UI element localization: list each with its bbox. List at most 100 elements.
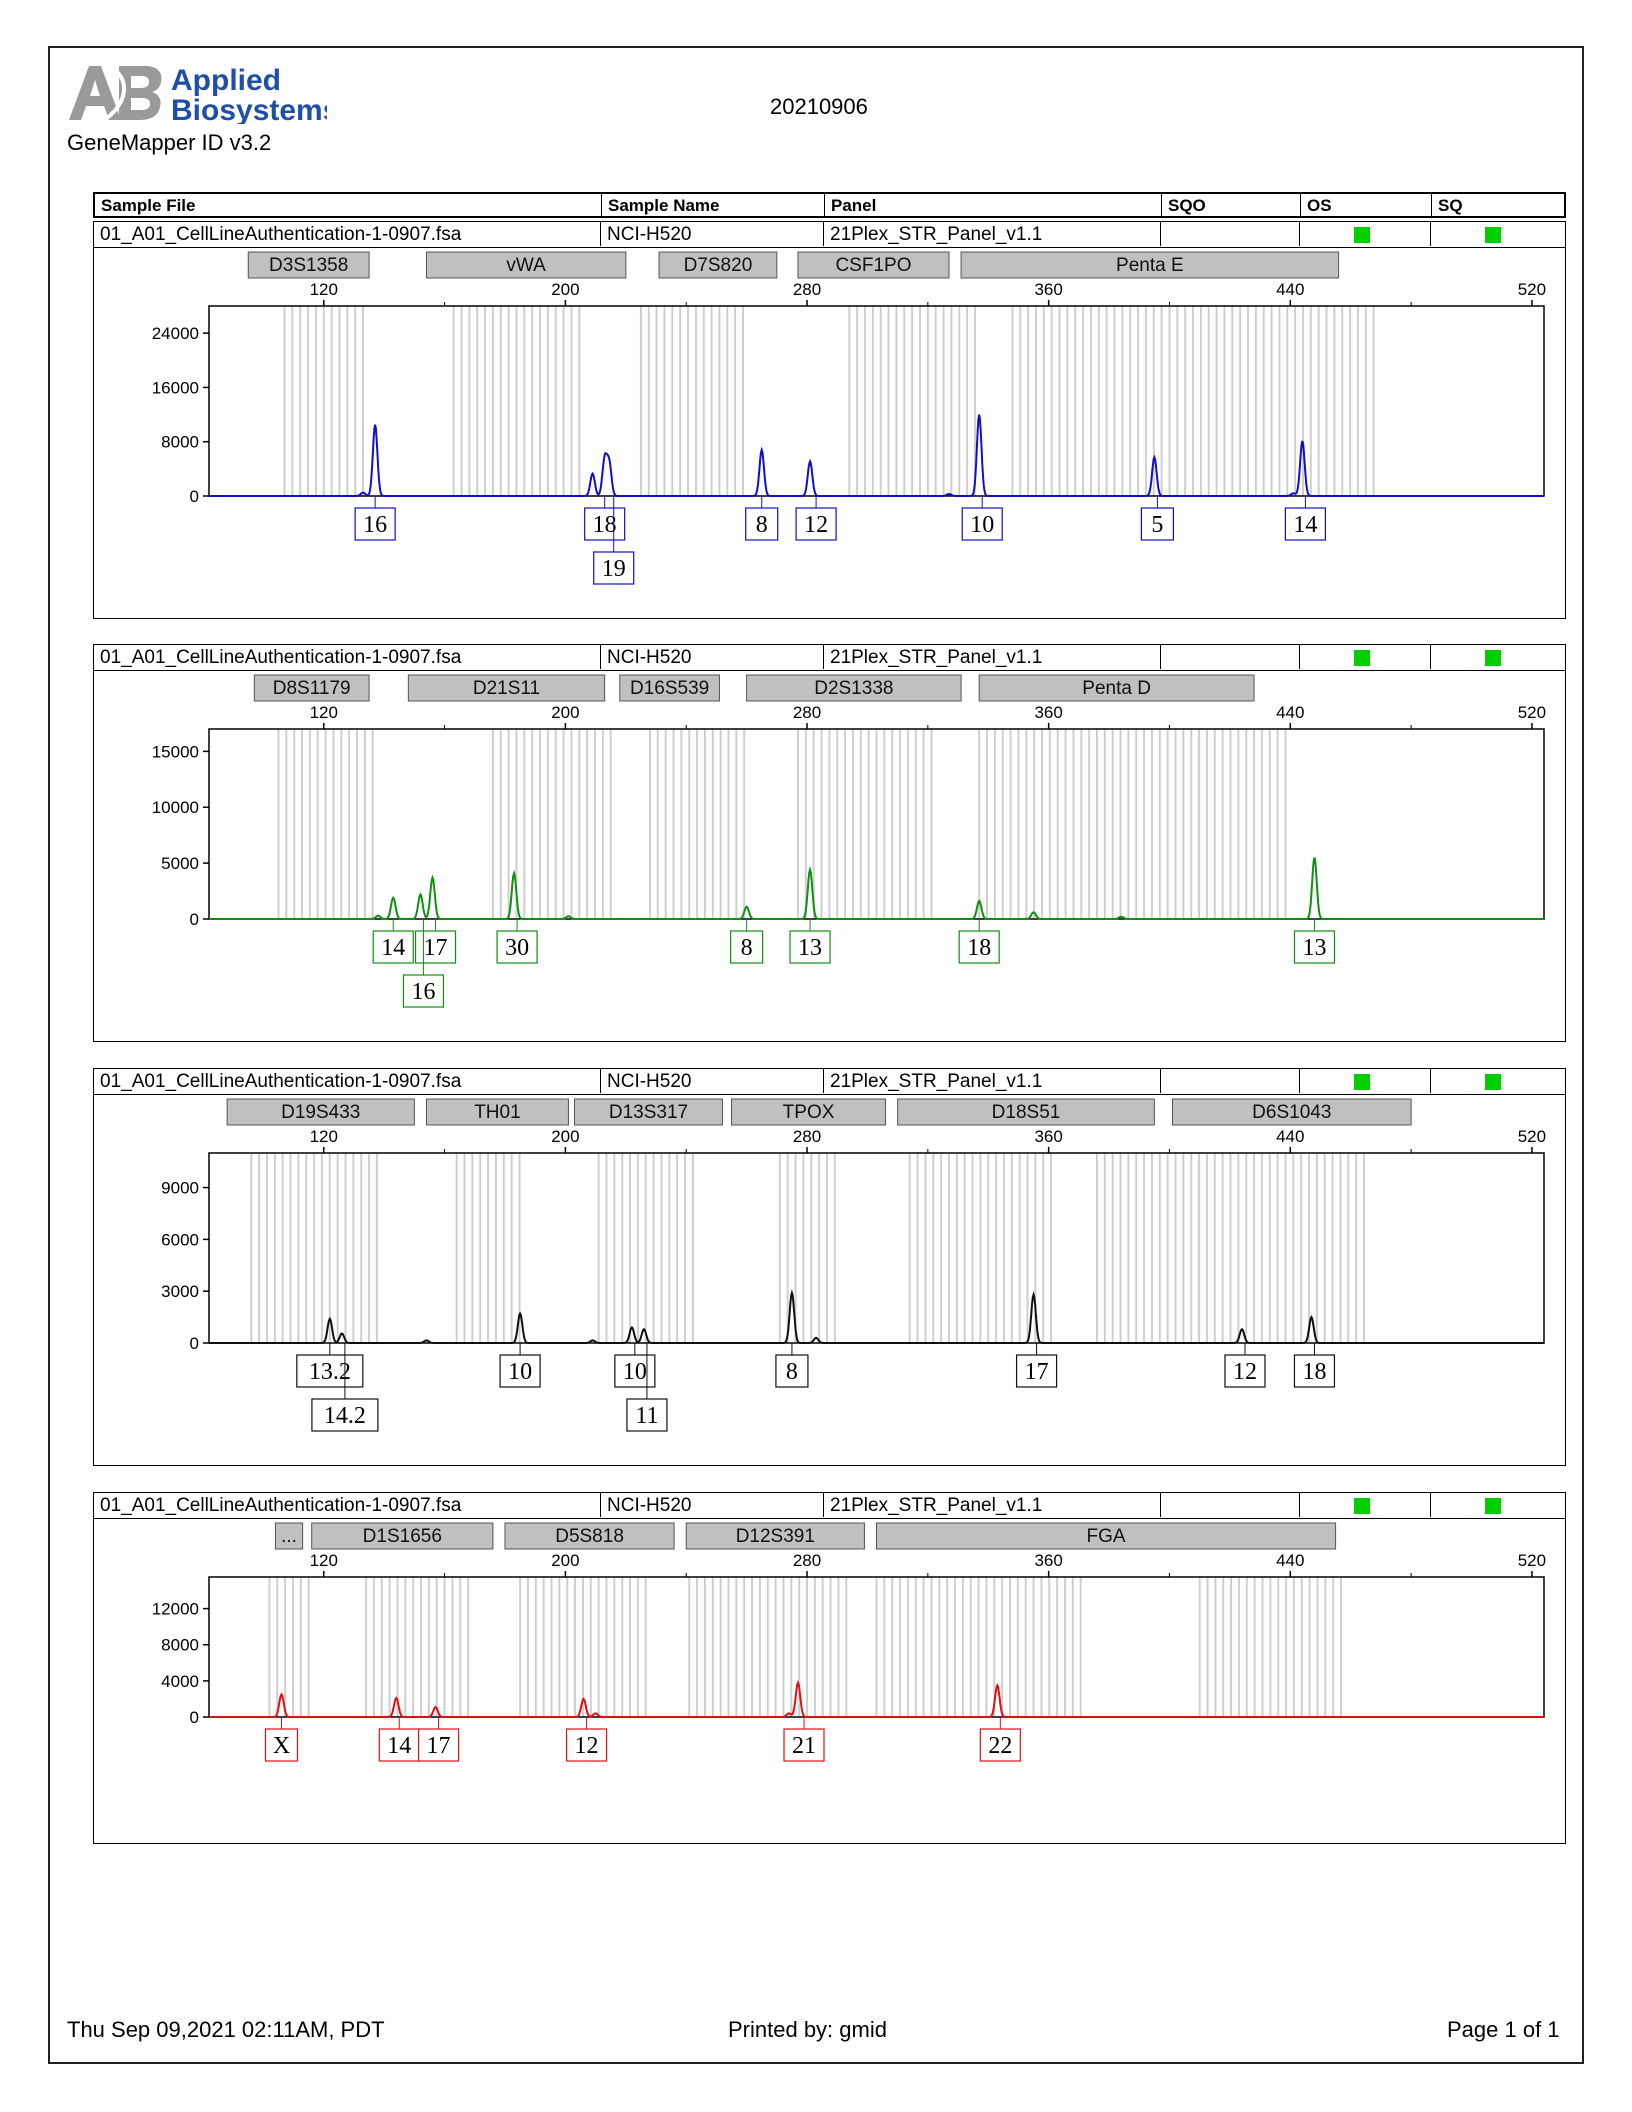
y-tick-label: 6000	[161, 1230, 199, 1249]
allele-box	[783, 1728, 825, 1762]
sample-name: NCI-H520	[600, 1069, 823, 1093]
x-tick-label: 200	[551, 1551, 579, 1570]
col-sqo: SQO	[1161, 194, 1300, 216]
marker-box	[425, 251, 627, 279]
allele-label: 14	[387, 1733, 411, 1759]
marker-label: Penta D	[1082, 678, 1151, 699]
allele-box	[795, 507, 837, 541]
x-tick-label: 200	[551, 1127, 579, 1146]
marker-label: D12S391	[736, 1526, 815, 1547]
sample-row: 01_A01_CellLineAuthentication-1-0907.fsa…	[94, 222, 1565, 248]
column-header-row: Sample File Sample Name Panel SQO OS SQ	[93, 192, 1566, 218]
y-tick-label: 4000	[161, 1672, 199, 1691]
electropherogram-panel-red: 01_A01_CellLineAuthentication-1-0907.fsa…	[93, 1492, 1566, 1844]
y-tick-label: 8000	[161, 1636, 199, 1655]
allele-label: 16	[363, 512, 387, 538]
marker-box	[1171, 1098, 1412, 1126]
allele-box	[264, 1728, 299, 1762]
allele-box	[402, 974, 445, 1008]
x-tick-label: 520	[1518, 1127, 1546, 1146]
marker-label: D16S539	[630, 678, 709, 699]
os-cell	[1299, 222, 1430, 246]
x-tick-label: 360	[1034, 1127, 1062, 1146]
marker-label: D7S820	[684, 255, 753, 276]
col-panel: Panel	[824, 194, 1161, 216]
marker-label: D2S1338	[814, 678, 893, 699]
marker-label: TPOX	[783, 1102, 835, 1123]
allele-box	[626, 1398, 668, 1432]
x-tick-label: 440	[1276, 280, 1304, 299]
allele-label: 17	[1025, 1359, 1049, 1385]
allele-label: 12	[804, 512, 828, 538]
electropherogram-panel-blue: 01_A01_CellLineAuthentication-1-0907.fsa…	[93, 221, 1566, 619]
y-tick-label: 8000	[161, 433, 199, 452]
allele-label: 10	[508, 1359, 532, 1385]
allele-label: 22	[988, 1733, 1012, 1759]
allele-box	[1224, 1354, 1266, 1388]
marker-label: D21S11	[473, 678, 540, 699]
os-flag-icon	[1354, 1074, 1370, 1090]
allele-box	[730, 930, 764, 964]
col-sq: SQ	[1431, 194, 1564, 216]
y-tick-label: 16000	[152, 378, 199, 397]
marker-label: D8S1179	[273, 678, 351, 699]
allele-box	[614, 1354, 656, 1388]
marker-box	[619, 674, 720, 702]
plot-area	[208, 1152, 1545, 1344]
sq-flag-icon	[1485, 1498, 1501, 1514]
x-tick-label: 200	[551, 280, 579, 299]
allele-box	[496, 930, 538, 964]
col-sample-name: Sample Name	[601, 194, 824, 216]
allele-box	[417, 1728, 460, 1762]
footer-printed-by: Printed by: gmid	[728, 2017, 887, 2042]
marker-label: D1S1656	[363, 1526, 442, 1547]
allele-label: 30	[505, 935, 529, 961]
panel-name: 21Plex_STR_Panel_v1.1	[823, 1493, 1160, 1517]
applied-biosystems-logo: Applied Biosystems	[69, 64, 327, 124]
sample-name: NCI-H520	[600, 645, 823, 669]
sqo-cell	[1160, 1493, 1299, 1517]
brand-line2: Biosystems	[171, 94, 327, 124]
x-tick-label: 120	[310, 703, 338, 722]
marker-box	[253, 674, 370, 702]
x-tick-label: 280	[793, 1551, 821, 1570]
sample-file: 01_A01_CellLineAuthentication-1-0907.fsa	[100, 647, 462, 668]
os-flag-icon	[1354, 1498, 1370, 1514]
allele-box	[745, 507, 779, 541]
allele-label: 16	[411, 979, 435, 1005]
x-tick-label: 440	[1276, 1551, 1304, 1570]
marker-box	[573, 1098, 723, 1126]
x-tick-label: 120	[310, 1127, 338, 1146]
marker-label: FGA	[1087, 1526, 1126, 1547]
allele-box	[1284, 507, 1326, 541]
marker-box	[960, 251, 1340, 279]
marker-box	[247, 251, 370, 279]
allele-box	[1293, 930, 1336, 964]
x-tick-label: 280	[793, 703, 821, 722]
allele-label: 5	[1151, 512, 1163, 538]
allele-box	[979, 1728, 1021, 1762]
allele-box	[372, 930, 414, 964]
allele-box	[961, 507, 1003, 541]
allele-box	[414, 930, 457, 964]
y-tick-label: 3000	[161, 1282, 199, 1301]
col-sample-file: Sample File	[101, 196, 196, 215]
marker-label: D19S433	[281, 1102, 360, 1123]
marker-label: TH01	[474, 1102, 520, 1123]
x-tick-label: 120	[310, 280, 338, 299]
x-tick-label: 280	[793, 280, 821, 299]
allele-label: 13	[1302, 935, 1326, 961]
marker-label: vWA	[506, 255, 546, 276]
allele-label: 8	[741, 935, 753, 961]
trace-line	[209, 857, 1544, 920]
product-name: GeneMapper ID v3.2	[67, 130, 272, 155]
sq-flag-icon	[1485, 1074, 1501, 1090]
sq-cell	[1430, 645, 1563, 669]
marker-label: CSF1PO	[835, 255, 911, 276]
allele-box	[1293, 1354, 1336, 1388]
x-tick-label: 360	[1034, 280, 1062, 299]
marker-label: D5S818	[555, 1526, 624, 1547]
sqo-cell	[1160, 1069, 1299, 1093]
y-tick-label: 0	[190, 910, 199, 929]
